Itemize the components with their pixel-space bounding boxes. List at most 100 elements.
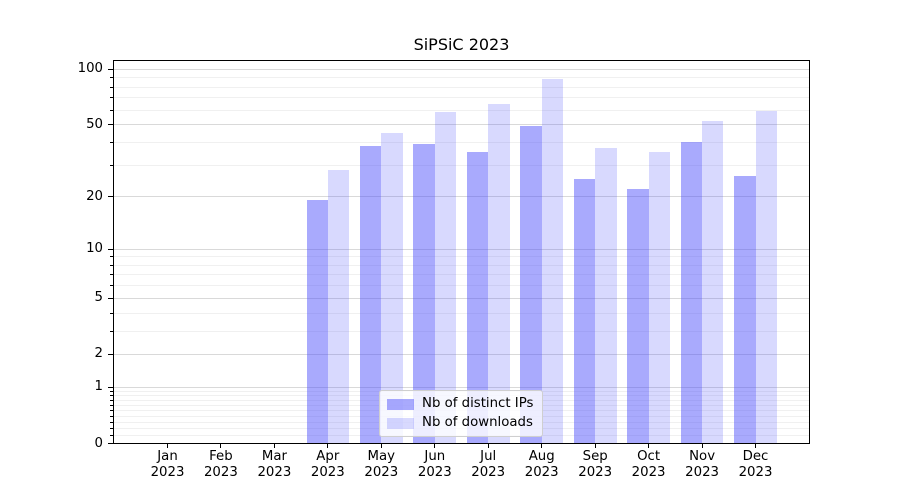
y-axis-tick	[108, 353, 113, 355]
x-axis-tick	[701, 444, 703, 448]
legend-swatch-distinct-ips-icon	[387, 398, 414, 410]
y-axis-tick-label: 2	[94, 346, 103, 362]
bar-downloads	[702, 121, 724, 443]
y-axis-minor-tick	[110, 428, 113, 430]
gridline-major	[114, 297, 809, 299]
x-axis-tick	[594, 444, 596, 448]
legend-label-downloads: Nb of downloads	[422, 415, 533, 430]
gridline-minor	[114, 97, 809, 99]
bar-distinct-ips	[627, 188, 649, 443]
legend-item-distinct-ips: Nb of distinct IPs	[387, 396, 533, 412]
y-axis-minor-tick	[110, 435, 113, 437]
x-axis-tick-label: Dec 2023	[738, 449, 773, 480]
gridline-minor	[114, 274, 809, 276]
bar-distinct-ips	[680, 141, 703, 443]
y-axis-tick-label: 0	[94, 435, 103, 451]
gridline-major	[114, 386, 809, 388]
gridline-major	[114, 248, 809, 250]
gridline-major	[114, 68, 809, 70]
x-axis-tick-label: Nov 2023	[685, 449, 720, 480]
x-axis-tick	[648, 444, 650, 448]
x-axis-tick	[487, 444, 489, 448]
y-axis-minor-tick	[110, 97, 113, 99]
x-axis-tick-label: May 2023	[364, 449, 399, 480]
bar-distinct-ips	[359, 145, 382, 443]
gridline-minor	[114, 330, 809, 332]
y-axis-minor-tick	[110, 330, 113, 332]
bar-distinct-ips	[466, 152, 489, 443]
y-axis-minor-tick	[110, 86, 113, 88]
gridline-minor	[114, 264, 809, 266]
x-axis-tick-label: Sep 2023	[578, 449, 613, 480]
gridline-minor	[114, 164, 809, 166]
x-axis-tick-label: Feb 2023	[203, 449, 238, 480]
x-axis-tick	[434, 444, 436, 448]
x-axis-tick	[541, 444, 543, 448]
y-axis-minor-tick	[110, 285, 113, 287]
y-axis-tick	[108, 248, 113, 250]
gridline-minor	[114, 312, 809, 314]
x-axis-tick	[755, 444, 756, 448]
bar-downloads	[488, 104, 510, 443]
y-axis-minor-tick	[110, 274, 113, 276]
gridline-minor	[114, 77, 809, 79]
bar-downloads	[434, 112, 457, 443]
y-axis-tick-label: 5	[94, 290, 103, 306]
y-axis-tick-label: 20	[86, 188, 103, 204]
x-axis-tick-label: Jun 2023	[417, 449, 452, 480]
legend-item-downloads: Nb of downloads	[387, 415, 533, 431]
plot-area	[113, 60, 810, 444]
y-axis-tick	[108, 386, 113, 388]
gridline-major	[114, 124, 809, 126]
y-axis-minor-tick	[110, 164, 113, 166]
gridline-minor	[114, 285, 809, 287]
x-axis-tick	[220, 444, 222, 448]
y-axis-minor-tick	[110, 109, 113, 111]
gridline-minor	[114, 86, 809, 88]
x-axis-tick-label: Aug 2023	[524, 449, 559, 480]
bar-downloads	[648, 152, 670, 443]
bar-distinct-ips	[413, 143, 435, 443]
y-axis-minor-tick	[110, 141, 113, 143]
y-axis-minor-tick	[110, 404, 113, 406]
x-axis-tick-label: Oct 2023	[631, 449, 666, 480]
x-axis-tick	[327, 444, 329, 448]
legend: Nb of distinct IPs Nb of downloads	[379, 390, 544, 437]
y-axis-tick-label: 1	[94, 379, 103, 395]
bar-distinct-ips	[520, 125, 542, 443]
x-axis-tick-label: Jul 2023	[471, 449, 506, 480]
y-axis-minor-tick	[110, 256, 113, 258]
bar-downloads	[381, 132, 403, 443]
y-axis-minor-tick	[110, 400, 113, 401]
x-axis-tick	[167, 444, 168, 448]
bar-downloads	[327, 169, 350, 443]
y-axis-tick-label: 50	[86, 116, 103, 132]
bar-downloads	[541, 78, 564, 443]
legend-label-distinct-ips: Nb of distinct IPs	[422, 396, 534, 411]
x-axis-tick-label: Jan 2023	[150, 449, 185, 480]
gridline-minor	[114, 109, 809, 111]
bar-distinct-ips	[306, 200, 328, 443]
y-axis-minor-tick	[110, 415, 113, 417]
y-axis-minor-tick	[110, 421, 113, 423]
y-axis-tick	[108, 196, 113, 198]
gridline-minor	[114, 141, 809, 143]
bar-downloads	[595, 147, 617, 443]
y-axis-tick-label: 10	[86, 241, 103, 256]
y-axis-minor-tick	[110, 312, 113, 314]
gridline-major	[114, 353, 809, 355]
gridline-major	[114, 196, 809, 198]
chart-title: SiPSiC 2023	[413, 35, 510, 54]
y-axis-tick	[108, 68, 113, 70]
y-axis-tick	[108, 124, 113, 126]
bar-distinct-ips	[573, 178, 596, 443]
x-axis-tick	[273, 444, 275, 448]
y-axis-minor-tick	[110, 264, 113, 266]
y-axis-tick	[108, 297, 113, 299]
y-axis-tick-label: 100	[77, 61, 103, 77]
y-axis-minor-tick	[110, 390, 113, 392]
y-axis-tick	[108, 443, 113, 444]
legend-swatch-downloads-icon	[387, 417, 414, 429]
x-axis-tick-label: Mar 2023	[257, 449, 292, 480]
